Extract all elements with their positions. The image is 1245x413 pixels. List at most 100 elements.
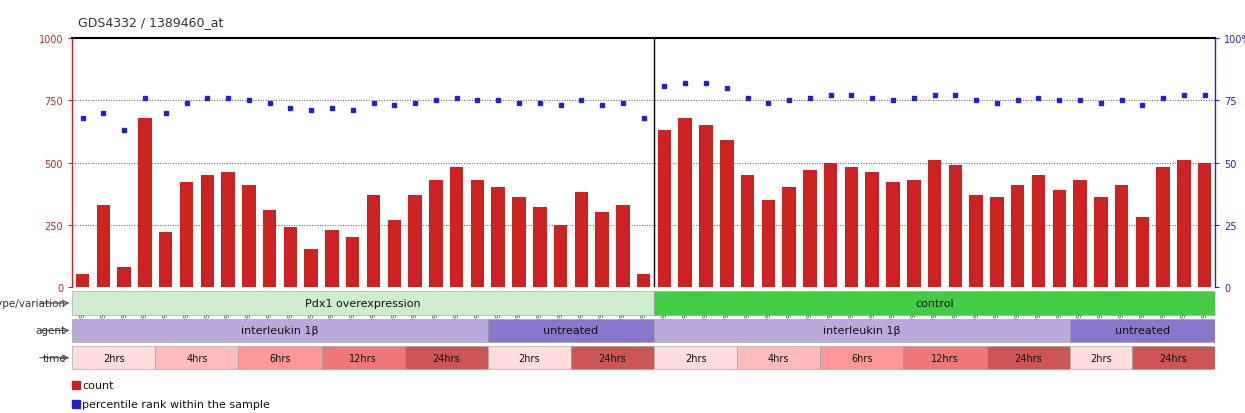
Bar (405, 346, 488, 370)
Text: 24hrs: 24hrs (432, 353, 461, 363)
Bar (72, 319, 488, 342)
Text: time: time (42, 353, 66, 363)
Text: 2hrs: 2hrs (1091, 353, 1112, 363)
Bar (72, 346, 156, 370)
Bar (488, 346, 571, 370)
Text: genotype/variation: genotype/variation (0, 298, 66, 309)
Bar (97, 205, 110, 287)
Bar (865, 173, 879, 287)
Bar (449, 168, 463, 287)
Bar (824, 163, 838, 287)
Bar (949, 166, 962, 287)
Text: 24hrs: 24hrs (1159, 353, 1188, 363)
Text: 12hrs: 12hrs (931, 353, 959, 363)
Bar (654, 292, 1215, 315)
Bar (575, 193, 588, 287)
Bar (159, 233, 173, 287)
Text: count: count (82, 380, 113, 390)
Bar (904, 346, 986, 370)
Bar (990, 198, 1003, 287)
Text: interleukin 1β: interleukin 1β (242, 325, 319, 336)
Bar (117, 267, 131, 287)
Bar (571, 346, 654, 370)
Text: Pdx1 overexpression: Pdx1 overexpression (305, 298, 421, 309)
Bar (737, 346, 820, 370)
Text: 6hrs: 6hrs (269, 353, 291, 363)
Bar (430, 180, 443, 287)
Bar (408, 195, 422, 287)
Bar (1135, 218, 1149, 287)
Bar (512, 198, 525, 287)
Bar (762, 200, 776, 287)
Bar (1032, 176, 1046, 287)
Bar (1011, 185, 1025, 287)
Bar (1052, 190, 1066, 287)
Bar (72, 292, 654, 315)
Text: untreated: untreated (1114, 325, 1170, 336)
Text: control: control (915, 298, 954, 309)
Bar (325, 230, 339, 287)
Bar (720, 141, 733, 287)
Text: 2hrs: 2hrs (685, 353, 706, 363)
Bar (488, 319, 654, 342)
Text: 4hrs: 4hrs (187, 353, 208, 363)
Text: interleukin 1β: interleukin 1β (823, 325, 900, 336)
Bar (700, 126, 712, 287)
Bar (1069, 346, 1132, 370)
Bar (928, 161, 941, 287)
Bar (179, 183, 193, 287)
Bar (138, 119, 152, 287)
Bar (1069, 319, 1215, 342)
Bar (284, 228, 298, 287)
Text: 2hrs: 2hrs (103, 353, 125, 363)
Bar (387, 220, 401, 287)
Text: 4hrs: 4hrs (768, 353, 789, 363)
Bar (200, 176, 214, 287)
Text: 6hrs: 6hrs (852, 353, 873, 363)
Bar (820, 346, 904, 370)
Bar (554, 225, 568, 287)
Bar (492, 188, 505, 287)
Bar (239, 346, 321, 370)
Bar (679, 119, 692, 287)
Bar (1073, 180, 1087, 287)
Bar (533, 208, 547, 287)
Bar (471, 180, 484, 287)
Text: 24hrs: 24hrs (599, 353, 626, 363)
Text: agent: agent (36, 325, 66, 336)
Bar (616, 205, 630, 287)
Bar (367, 195, 380, 287)
Bar (1094, 198, 1108, 287)
Bar (1114, 185, 1128, 287)
Bar (741, 176, 754, 287)
Bar (908, 180, 920, 287)
Bar (986, 346, 1069, 370)
Bar (844, 168, 858, 287)
Bar (657, 131, 671, 287)
Text: GDS4332 / 1389460_at: GDS4332 / 1389460_at (78, 16, 224, 29)
Bar (654, 319, 1069, 342)
Bar (970, 195, 982, 287)
Bar (346, 237, 360, 287)
Bar (637, 275, 650, 287)
Bar (1157, 168, 1170, 287)
Bar (782, 188, 796, 287)
Bar (886, 183, 900, 287)
Text: untreated: untreated (543, 325, 599, 336)
Bar (305, 250, 317, 287)
Bar (1178, 161, 1190, 287)
Bar (803, 171, 817, 287)
Bar (242, 185, 255, 287)
Bar (595, 213, 609, 287)
Bar (76, 275, 90, 287)
Bar (321, 346, 405, 370)
Bar (222, 173, 235, 287)
Bar (1132, 346, 1215, 370)
Text: 12hrs: 12hrs (350, 353, 377, 363)
Text: 2hrs: 2hrs (519, 353, 540, 363)
Bar (1198, 163, 1211, 287)
Bar (654, 346, 737, 370)
Bar (263, 210, 276, 287)
Text: percentile rank within the sample: percentile rank within the sample (82, 399, 270, 409)
Bar (156, 346, 239, 370)
